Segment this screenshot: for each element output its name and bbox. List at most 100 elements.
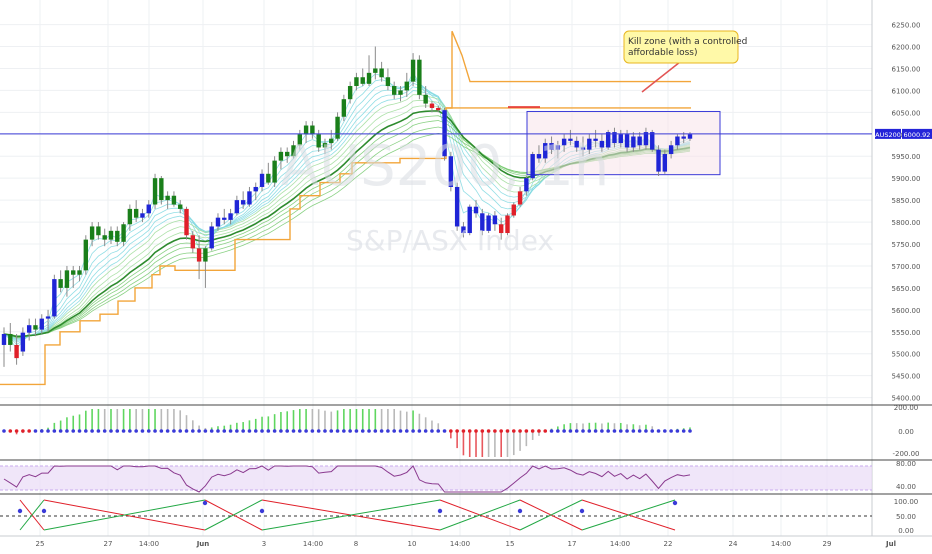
stoch-dot (259, 508, 265, 514)
macd-dot (549, 429, 554, 433)
stoch-green (204, 499, 263, 531)
symbol-badge-bg (875, 128, 901, 139)
macd-dot (46, 429, 50, 433)
macd-dot (216, 429, 220, 433)
candle-body (291, 145, 296, 157)
macd-dot (430, 429, 434, 433)
candle-body (398, 90, 403, 95)
macd-dot (146, 429, 151, 433)
time-label: 10 (408, 540, 417, 548)
candle-body (379, 68, 384, 78)
candle-body (360, 77, 365, 84)
candle-body (461, 226, 466, 234)
candle-body (108, 230, 114, 240)
price-tick-label: 5700.00 (892, 263, 921, 271)
candle-body (272, 160, 277, 183)
candle-body (14, 344, 19, 359)
macd-dot (524, 429, 529, 433)
candle-body (115, 230, 120, 242)
candle-body (662, 154, 668, 172)
candle-body (404, 81, 409, 91)
candle-body (454, 186, 460, 227)
macd-dot (241, 429, 245, 433)
time-label: 3 (262, 540, 266, 548)
macd-tick-label: -200.00 (892, 450, 919, 458)
macd-dot (304, 429, 308, 433)
macd-dot (360, 429, 365, 433)
stoch-green (19, 499, 45, 531)
candle-body (127, 208, 133, 225)
macd-dot (417, 429, 422, 433)
candle-body (410, 59, 416, 82)
macd-dot (191, 429, 195, 433)
candle-body (668, 145, 674, 155)
macd-dot (455, 429, 459, 433)
macd-dot (480, 429, 485, 433)
watermark-description: S&P/ASX Index (346, 224, 554, 257)
macd-dot (140, 429, 145, 433)
time-label: 8 (354, 540, 358, 548)
time-label: Jul (885, 540, 896, 548)
candle-body (436, 107, 441, 111)
price-tick-label: 5450.00 (892, 373, 921, 381)
candle-body (26, 325, 32, 333)
price-tick-label: 5850.00 (892, 197, 921, 205)
macd-dot (461, 429, 466, 433)
macd-dot (178, 429, 183, 433)
candle-body (45, 316, 51, 319)
macd-dot (656, 429, 661, 433)
kill-zone-callout: Kill zone (with a controlled affordable … (623, 30, 747, 93)
candle-body (568, 138, 573, 141)
candle-body (171, 195, 177, 205)
candle-body (159, 178, 164, 201)
candle-body (549, 143, 554, 150)
candle-body (580, 147, 586, 150)
candle-body (480, 213, 485, 231)
time-label: 27 (104, 540, 113, 548)
macd-dot (688, 429, 692, 433)
rsi-pane: 80.00 40.00 (0, 459, 932, 493)
candle-body (486, 215, 491, 231)
candle-body (152, 178, 158, 205)
stoch-dot (672, 500, 678, 506)
candle-body (637, 136, 642, 146)
macd-dot (272, 429, 277, 433)
stoch-dot (202, 500, 208, 506)
candle-body (505, 215, 510, 234)
candle-body (33, 325, 38, 330)
macd-dot (398, 429, 403, 433)
candle-body (71, 270, 76, 275)
macd-dot (115, 429, 120, 433)
stoch-green (519, 499, 583, 531)
candle-body (448, 156, 454, 187)
candle-body (121, 224, 126, 242)
candle-body (530, 154, 535, 179)
price-tick-label: 6050.00 (892, 109, 921, 117)
candle-body (310, 125, 315, 135)
candle-body (442, 110, 447, 157)
candle-body (20, 332, 26, 352)
macd-dot (449, 429, 453, 433)
candle-body (517, 191, 523, 205)
candle-body (266, 173, 271, 183)
price-tick-label: 5800.00 (892, 219, 921, 227)
macd-dot (291, 429, 296, 433)
candle-body (209, 226, 214, 249)
stoch-pane: 100.00 50.00 0.00 (0, 493, 932, 535)
time-label: 14:00 (139, 540, 159, 548)
candle-body (423, 94, 428, 104)
candle-body (96, 226, 101, 236)
macd-dot (27, 429, 31, 433)
watermark-symbol: AUS200, 1h (281, 134, 609, 199)
macd-dot (612, 429, 617, 433)
stoch-green (43, 499, 206, 531)
time-label: 22 (664, 540, 673, 548)
candle-body (605, 132, 611, 148)
macd-dot (247, 429, 252, 433)
macd-dot (581, 429, 585, 433)
price-tick-label: 5950.00 (892, 153, 921, 161)
macd-dot (556, 429, 560, 433)
candle-body (140, 213, 145, 218)
candle-body (165, 195, 170, 201)
macd-dot (203, 429, 208, 433)
